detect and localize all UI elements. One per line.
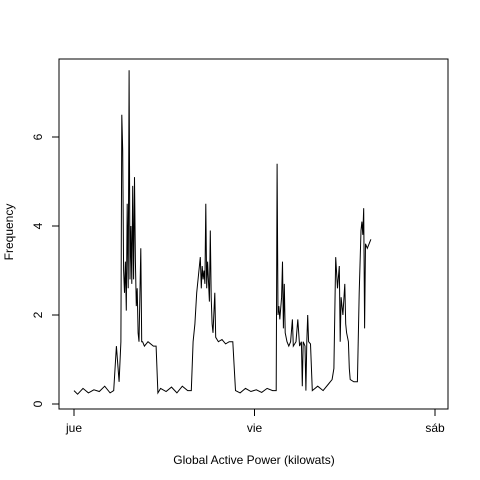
x-tick-label-2: vie	[247, 421, 263, 435]
y-tick-label-1: 0	[31, 400, 45, 407]
x-axis-title: Global Active Power (kilowats)	[173, 453, 334, 467]
x-tick-label-3: sáb	[425, 421, 445, 435]
y-tick-label-3: 4	[31, 222, 45, 229]
x-tick-label-1: jue	[65, 421, 82, 435]
series-layer	[73, 70, 372, 395]
series-line-1	[73, 70, 372, 395]
y-axis: 0 2 4 6	[31, 133, 60, 407]
y-axis-title: Frequency	[2, 204, 16, 261]
y-tick-label-2: 2	[31, 311, 45, 318]
x-axis: jue vie sáb	[65, 408, 445, 435]
y-tick-label-4: 6	[31, 133, 45, 140]
